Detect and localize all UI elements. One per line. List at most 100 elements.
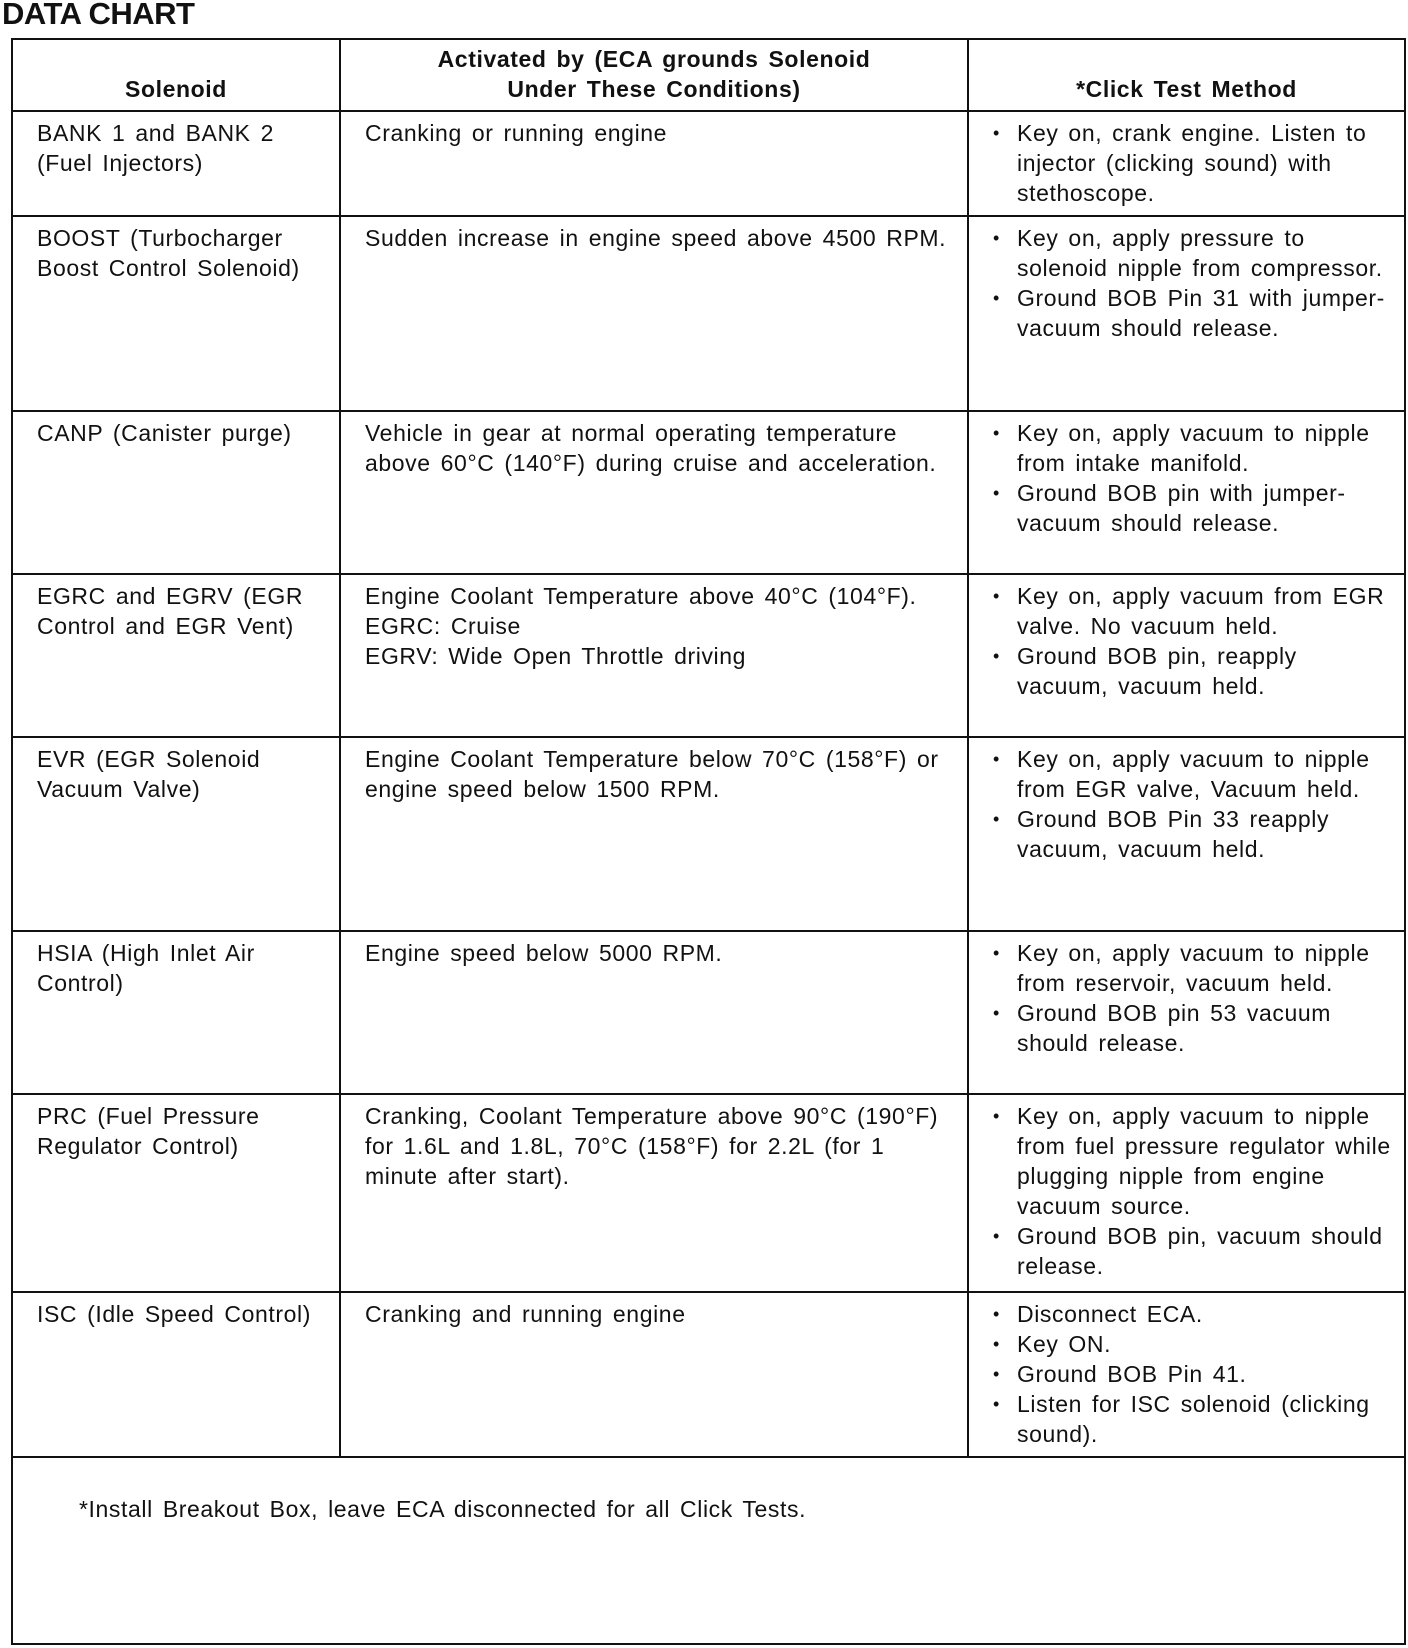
method-step-text: Ground BOB Pin 31 with jumper-vacuum sho… bbox=[1017, 285, 1385, 341]
method-step: • Key on, apply vacuum to nipple from res… bbox=[991, 938, 1394, 998]
bullet-icon: • bbox=[993, 646, 1000, 666]
method-step: • Key on, apply vacuum from EGR valve. No… bbox=[991, 581, 1394, 641]
solenoid-cell: HSIA (High Inlet Air Control) bbox=[11, 930, 341, 1095]
method-step: • Ground BOB Pin 31 with jumper-vacuum sh… bbox=[991, 283, 1394, 343]
activated-by-cell: Sudden increase in engine speed above 45… bbox=[339, 215, 969, 412]
solenoid-cell: EVR (EGR Solenoid Vacuum Valve) bbox=[11, 736, 341, 932]
activated-line: EGRV: Wide Open Throttle driving bbox=[365, 643, 747, 669]
method-step-text: Key on, apply vacuum to nipple from fuel… bbox=[1017, 1103, 1391, 1219]
table-row: ISC (Idle Speed Control) Cranking and run… bbox=[11, 1291, 1406, 1458]
chart-title: DATA CHART bbox=[2, 0, 195, 31]
bullet-icon: • bbox=[993, 809, 1000, 829]
activated-line: EGRC: Cruise bbox=[365, 613, 521, 639]
method-step: • Ground BOB pin, reapply vacuum, vacuum … bbox=[991, 641, 1394, 701]
header-solenoid: Solenoid bbox=[11, 38, 341, 112]
method-step-text: Ground BOB Pin 33 reapply vacuum, vacuum… bbox=[1017, 806, 1330, 862]
bullet-icon: • bbox=[993, 943, 1000, 963]
method-step: • Key on, apply vacuum to nipple from int… bbox=[991, 418, 1394, 478]
header-activated-by: Activated by (ECA grounds Solenoid Under… bbox=[339, 38, 969, 112]
activated-line: Engine Coolant Temperature above 40°C (1… bbox=[365, 583, 917, 609]
method-step-text: Ground BOB pin with jumper-vacuum should… bbox=[1017, 480, 1346, 536]
table-row: EVR (EGR Solenoid Vacuum Valve) Engine Co… bbox=[11, 736, 1406, 932]
bullet-icon: • bbox=[993, 1106, 1000, 1126]
solenoid-cell: PRC (Fuel Pressure Regulator Control) bbox=[11, 1093, 341, 1293]
table-row: EGRC and EGRV (EGR Control and EGR Vent)… bbox=[11, 573, 1406, 738]
method-step: • Disconnect ECA. bbox=[991, 1299, 1394, 1329]
table-row: HSIA (High Inlet Air Control) Engine spee… bbox=[11, 930, 1406, 1095]
method-step: • Ground BOB pin, vacuum should release. bbox=[991, 1221, 1394, 1281]
click-test-cell: • Key on, apply vacuum to nipple from fue… bbox=[967, 1093, 1406, 1293]
method-step-text: Key on, apply vacuum to nipple from rese… bbox=[1017, 940, 1370, 996]
bullet-icon: • bbox=[993, 483, 1000, 503]
click-test-cell: • Key on, apply vacuum from EGR valve. No… bbox=[967, 573, 1406, 738]
activated-by-cell: Cranking or running engine bbox=[339, 110, 969, 217]
method-step-text: Disconnect ECA. bbox=[1017, 1301, 1203, 1327]
method-step-text: Ground BOB pin, vacuum should release. bbox=[1017, 1223, 1383, 1279]
table-row: BOOST (Turbocharger Boost Control Soleno… bbox=[11, 215, 1406, 412]
method-step: • Key on, apply vacuum to nipple from EGR… bbox=[991, 744, 1394, 804]
table-row: BANK 1 and BANK 2 (Fuel Injectors) Cranki… bbox=[11, 110, 1406, 217]
activated-by-cell: Engine Coolant Temperature below 70°C (1… bbox=[339, 736, 969, 932]
method-step-text: Ground BOB pin 53 vacuum should release. bbox=[1017, 1000, 1332, 1056]
bullet-icon: • bbox=[993, 1334, 1000, 1354]
bullet-icon: • bbox=[993, 423, 1000, 443]
bullet-icon: • bbox=[993, 288, 1000, 308]
method-step-text: Key on, apply vacuum to nipple from inta… bbox=[1017, 420, 1370, 476]
method-step: • Key on, apply pressure to solenoid nipp… bbox=[991, 223, 1394, 283]
method-step: • Key ON. bbox=[991, 1329, 1394, 1359]
click-test-cell: • Key on, apply pressure to solenoid nipp… bbox=[967, 215, 1406, 412]
method-step: • Listen for ISC solenoid (clicking sound… bbox=[991, 1389, 1394, 1449]
activated-line: Cranking or running engine bbox=[365, 120, 668, 146]
bullet-icon: • bbox=[993, 1394, 1000, 1414]
method-step: • Ground BOB pin 53 vacuum should release… bbox=[991, 998, 1394, 1058]
bullet-icon: • bbox=[993, 1003, 1000, 1023]
method-step: • Key on, crank engine. Listen to injecto… bbox=[991, 118, 1394, 208]
activated-line: Engine speed below 5000 RPM. bbox=[365, 940, 723, 966]
bullet-icon: • bbox=[993, 1364, 1000, 1384]
method-step-text: Listen for ISC solenoid (clicking sound)… bbox=[1017, 1391, 1370, 1447]
click-test-cell: • Key on, apply vacuum to nipple from res… bbox=[967, 930, 1406, 1095]
activated-line: Cranking and running engine bbox=[365, 1301, 686, 1327]
activated-by-cell: Cranking and running engine bbox=[339, 1291, 969, 1458]
bullet-icon: • bbox=[993, 1226, 1000, 1246]
activated-by-cell: Engine Coolant Temperature above 40°C (1… bbox=[339, 573, 969, 738]
method-step-text: Key ON. bbox=[1017, 1331, 1112, 1357]
method-step-text: Key on, apply pressure to solenoid nippl… bbox=[1017, 225, 1383, 281]
method-step-text: Key on, crank engine. Listen to injector… bbox=[1017, 120, 1367, 206]
method-step-text: Key on, apply vacuum from EGR valve. No … bbox=[1017, 583, 1385, 639]
table-row: CANP (Canister purge) Vehicle in gear at … bbox=[11, 410, 1406, 575]
method-step: • Ground BOB Pin 33 reapply vacuum, vacuu… bbox=[991, 804, 1394, 864]
method-step-text: Ground BOB pin, reapply vacuum, vacuum h… bbox=[1017, 643, 1297, 699]
footnote-row: *Install Breakout Box, leave ECA disconn… bbox=[11, 1456, 1406, 1645]
method-step-text: Key on, apply vacuum to nipple from EGR … bbox=[1017, 746, 1370, 802]
click-test-cell: • Disconnect ECA. • Key ON. • Ground BOB Pin … bbox=[967, 1291, 1406, 1458]
bullet-icon: • bbox=[993, 1304, 1000, 1324]
bullet-icon: • bbox=[993, 123, 1000, 143]
method-step: • Ground BOB Pin 41. bbox=[991, 1359, 1394, 1389]
solenoid-cell: EGRC and EGRV (EGR Control and EGR Vent) bbox=[11, 573, 341, 738]
bullet-icon: • bbox=[993, 749, 1000, 769]
activated-by-cell: Engine speed below 5000 RPM. bbox=[339, 930, 969, 1095]
click-test-cell: • Key on, apply vacuum to nipple from EGR… bbox=[967, 736, 1406, 932]
table-row: PRC (Fuel Pressure Regulator Control) Cra… bbox=[11, 1093, 1406, 1293]
solenoid-cell: BANK 1 and BANK 2 (Fuel Injectors) bbox=[11, 110, 341, 217]
activated-line: Vehicle in gear at normal operating temp… bbox=[365, 420, 937, 476]
solenoid-cell: CANP (Canister purge) bbox=[11, 410, 341, 575]
footnote: *Install Breakout Box, leave ECA disconn… bbox=[11, 1456, 1406, 1645]
activated-line: Engine Coolant Temperature below 70°C (1… bbox=[365, 746, 939, 802]
activated-by-cell: Cranking, Coolant Temperature above 90°C… bbox=[339, 1093, 969, 1293]
data-chart-table: Solenoid Activated by (ECA grounds Solen… bbox=[11, 38, 1406, 1645]
click-test-cell: • Key on, crank engine. Listen to injecto… bbox=[967, 110, 1406, 217]
solenoid-cell: BOOST (Turbocharger Boost Control Soleno… bbox=[11, 215, 341, 412]
solenoid-cell: ISC (Idle Speed Control) bbox=[11, 1291, 341, 1458]
header-click-test-method: *Click Test Method bbox=[967, 38, 1406, 112]
activated-line: Sudden increase in engine speed above 45… bbox=[365, 225, 947, 251]
header-row: Solenoid Activated by (ECA grounds Solen… bbox=[11, 38, 1406, 112]
method-step: • Ground BOB pin with jumper-vacuum shoul… bbox=[991, 478, 1394, 538]
click-test-cell: • Key on, apply vacuum to nipple from int… bbox=[967, 410, 1406, 575]
activated-line: Cranking, Coolant Temperature above 90°C… bbox=[365, 1103, 939, 1189]
method-step: • Key on, apply vacuum to nipple from fue… bbox=[991, 1101, 1394, 1221]
bullet-icon: • bbox=[993, 228, 1000, 248]
activated-by-cell: Vehicle in gear at normal operating temp… bbox=[339, 410, 969, 575]
bullet-icon: • bbox=[993, 586, 1000, 606]
